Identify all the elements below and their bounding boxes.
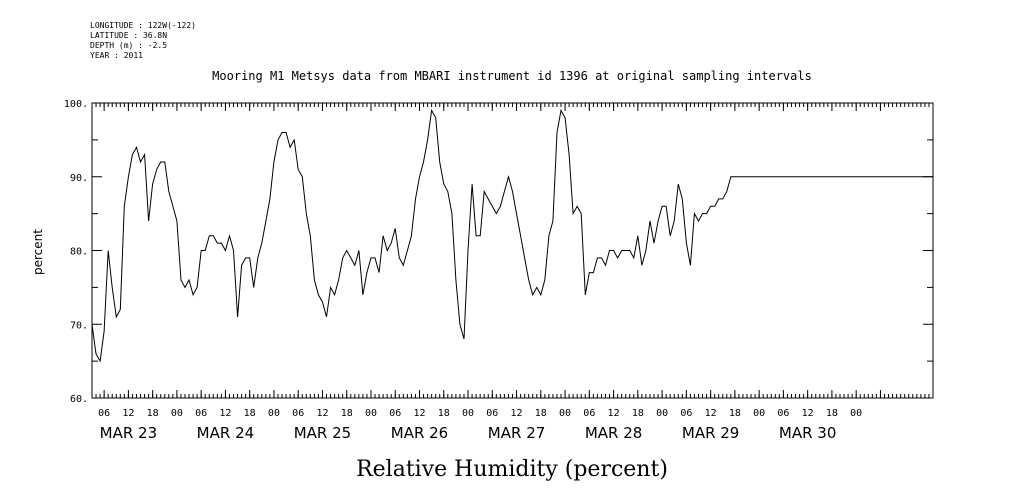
- x-tick-label: 18: [729, 408, 741, 419]
- x-tick-label: 00: [559, 408, 571, 419]
- date-label: MAR 23: [100, 424, 157, 442]
- x-tick-label: 12: [122, 408, 134, 419]
- y-tick-label: 60.: [70, 394, 88, 405]
- x-tick-label: 06: [486, 408, 498, 419]
- x-tick-label: 06: [292, 408, 304, 419]
- x-tick-label: 00: [850, 408, 862, 419]
- plot-frame: [91, 102, 934, 399]
- plot-area: 06 12 18 00 06 12 18 00 06 12 18 00 06 12 18 00 06 12 18 00…: [64, 99, 934, 442]
- x-tick-label: 12: [802, 408, 814, 419]
- year-text: YEAR : 2011: [90, 51, 143, 60]
- x-tick-label: 12: [413, 408, 425, 419]
- date-label: MAR 25: [294, 424, 351, 442]
- x-tick-label: 00: [462, 408, 474, 419]
- x-tick-label: 12: [219, 408, 231, 419]
- date-label: MAR 29: [682, 424, 739, 442]
- x-tick-label: 06: [680, 408, 692, 419]
- location-metadata: LONGITUDE : 122W(-122) LATITUDE : 36.8N …: [90, 21, 196, 61]
- y-tick-label: 80.: [70, 247, 88, 258]
- date-label: MAR 28: [585, 424, 642, 442]
- date-label: MAR 30: [779, 424, 836, 442]
- x-tick-label: 00: [268, 408, 280, 419]
- y-tick-label: 100.: [64, 99, 88, 110]
- chart-title: Mooring M1 Metsys data from MBARI instru…: [212, 69, 812, 83]
- y-tick-label: 70.: [70, 320, 88, 331]
- x-tick-label: 12: [608, 408, 620, 419]
- latitude-text: LATITUDE : 36.8N: [90, 31, 168, 40]
- date-label: MAR 27: [488, 424, 545, 442]
- x-tick-label: 06: [195, 408, 207, 419]
- depth-text: DEPTH (m) : -2.5: [90, 41, 168, 50]
- x-tick-label: 06: [389, 408, 401, 419]
- date-label: MAR 24: [197, 424, 254, 442]
- y-tick-label: 90.: [70, 173, 88, 184]
- longitude-text: LONGITUDE : 122W(-122): [90, 21, 196, 30]
- x-axis-label: Relative Humidity (percent): [356, 457, 668, 482]
- x-tick-label: 12: [316, 408, 328, 419]
- x-tick-label: 06: [98, 408, 110, 419]
- x-tick-label: 18: [244, 408, 256, 419]
- x-tick-label: 18: [632, 408, 644, 419]
- x-tick-label: 00: [365, 408, 377, 419]
- x-tick-label: 18: [438, 408, 450, 419]
- x-tick-label: 12: [705, 408, 717, 419]
- x-tick-label: 06: [777, 408, 789, 419]
- x-tick-label: 00: [753, 408, 765, 419]
- x-tick-label: 06: [583, 408, 595, 419]
- y-axis-label: percent: [31, 229, 45, 275]
- x-tick-label: 18: [147, 408, 159, 419]
- x-tick-label: 00: [171, 408, 183, 419]
- humidity-series-line: [91, 108, 933, 363]
- x-tick-label: 18: [341, 408, 353, 419]
- x-tick-label: 18: [826, 408, 838, 419]
- x-tick-label: 12: [511, 408, 523, 419]
- x-tick-label: 18: [535, 408, 547, 419]
- x-tick-label: 00: [656, 408, 668, 419]
- date-label: MAR 26: [391, 424, 448, 442]
